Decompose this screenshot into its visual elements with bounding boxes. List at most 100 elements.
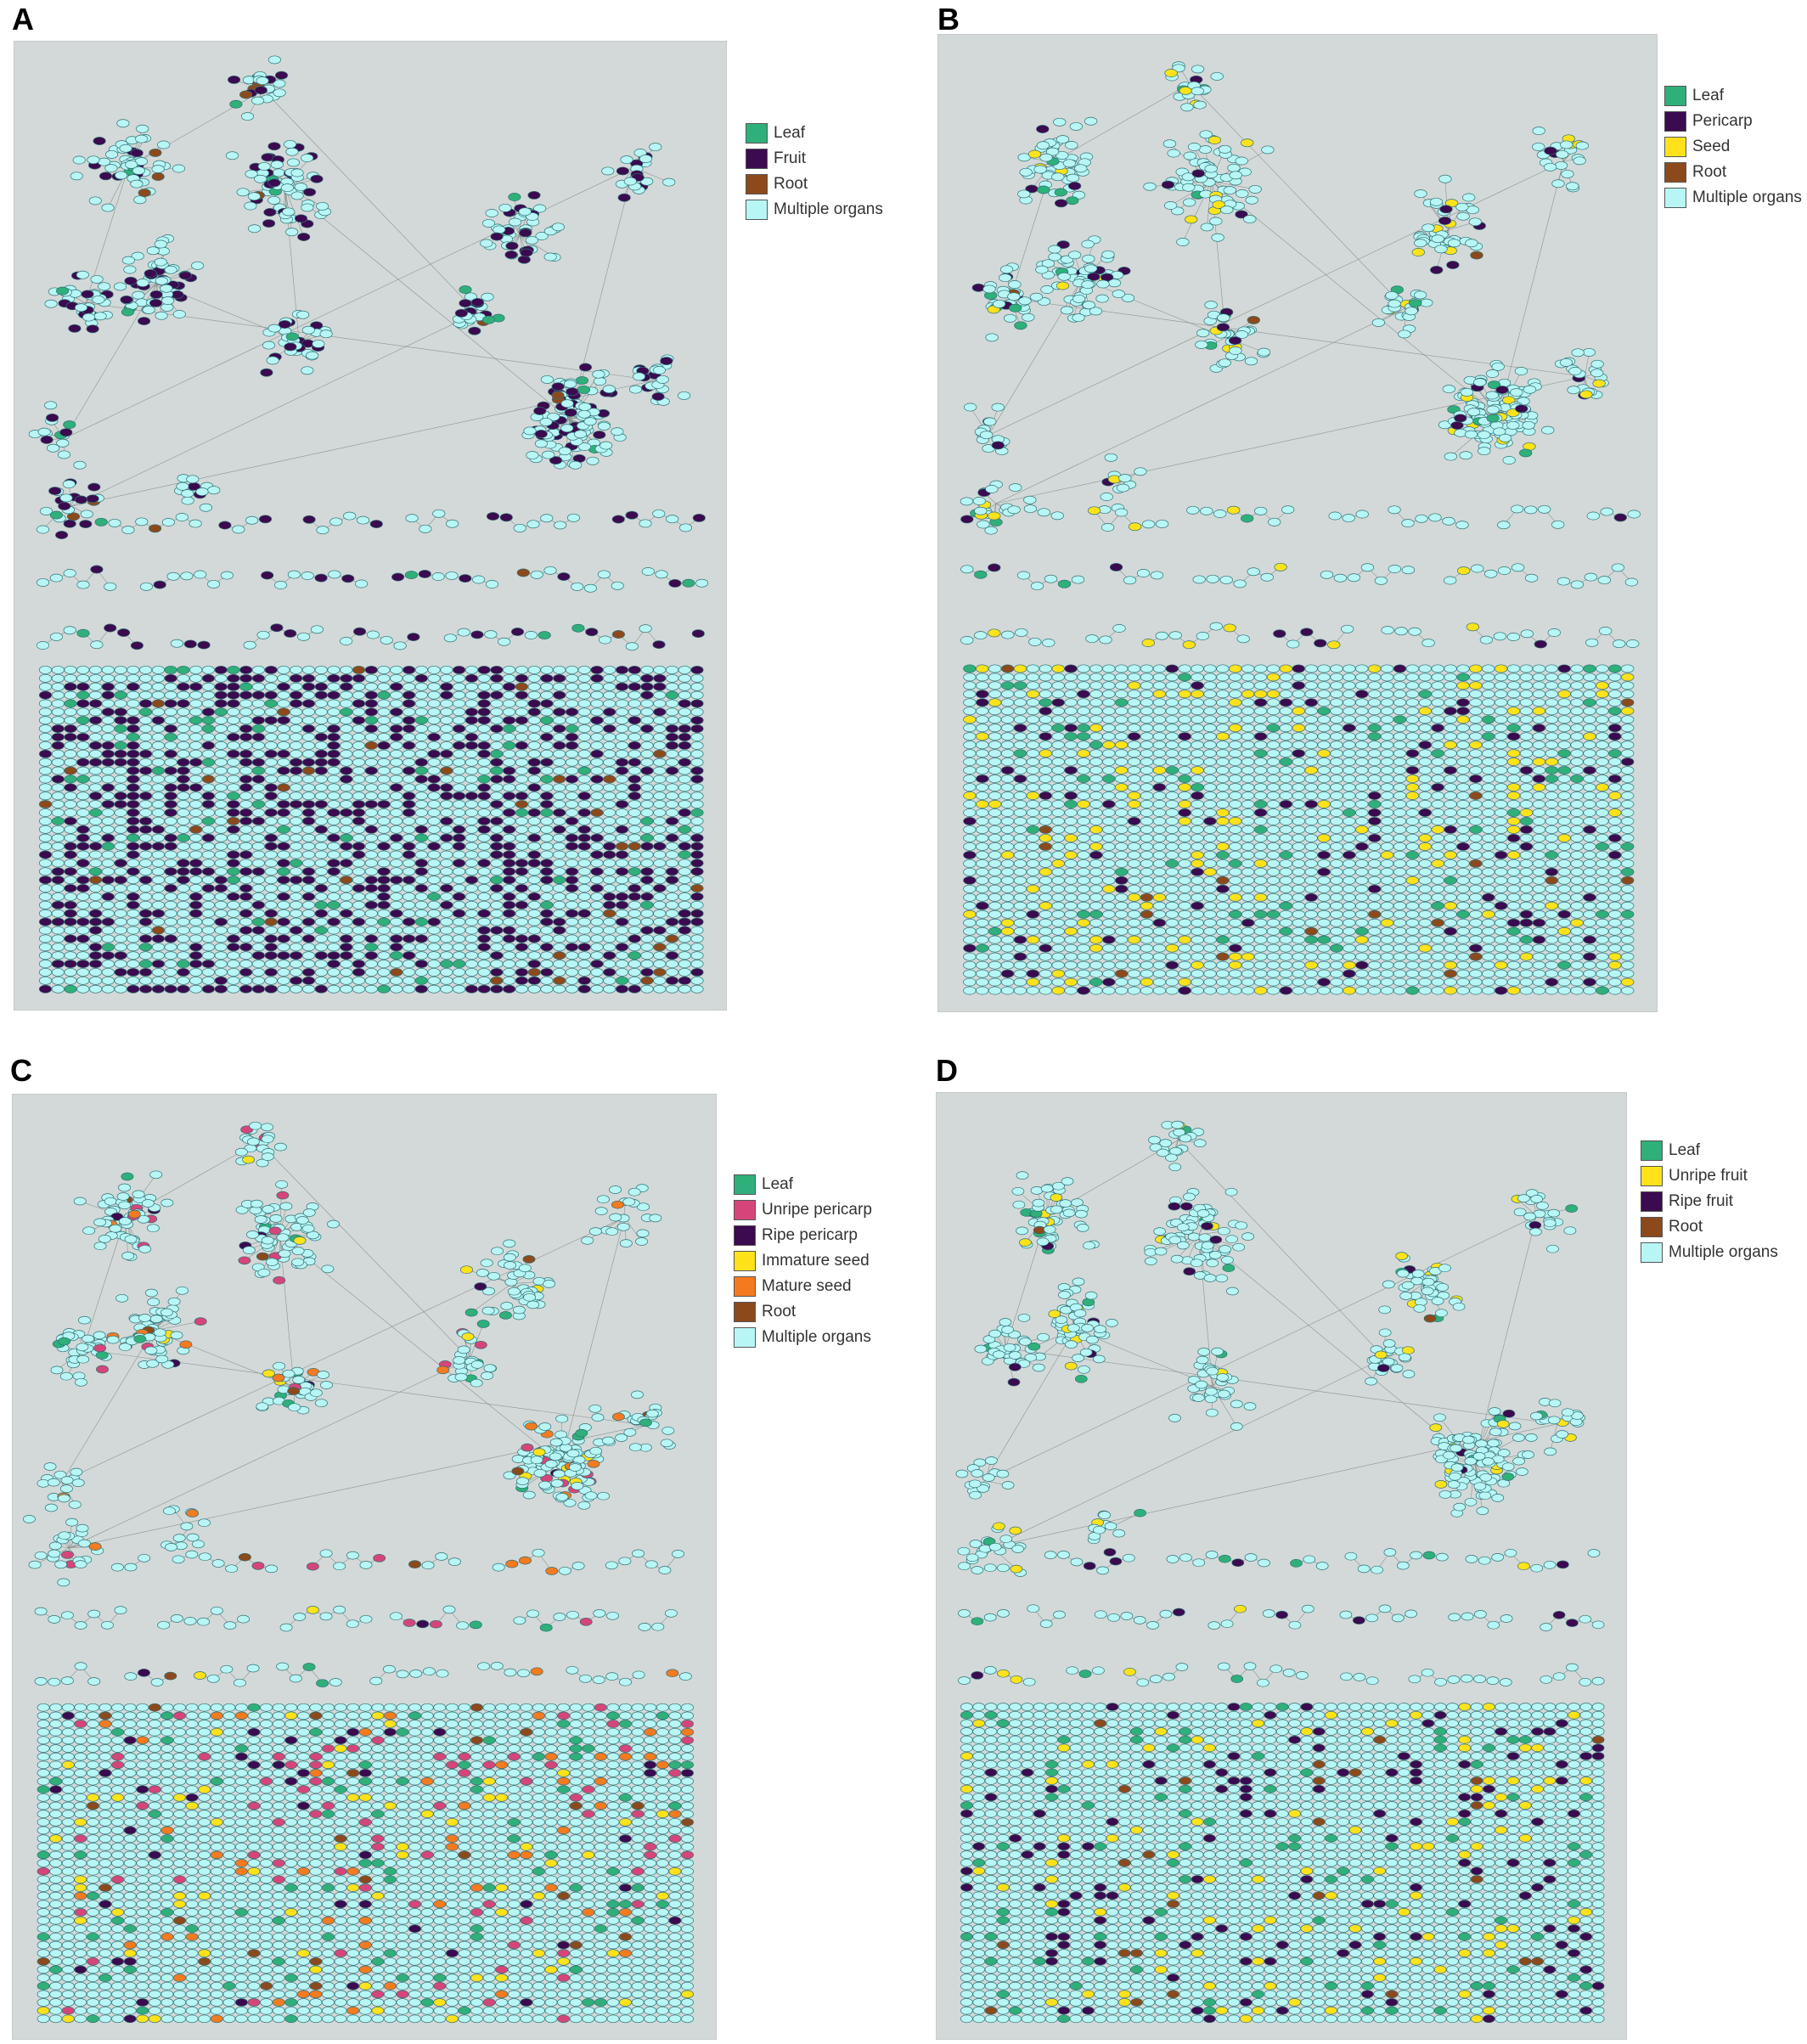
network-node bbox=[1368, 732, 1382, 741]
network-node bbox=[264, 665, 278, 674]
network-node bbox=[1102, 707, 1116, 716]
network-node bbox=[1418, 774, 1432, 784]
network-node bbox=[603, 876, 616, 885]
network-node bbox=[566, 387, 579, 397]
network-node bbox=[51, 934, 65, 943]
network-node bbox=[1579, 390, 1593, 399]
network-node bbox=[1355, 740, 1369, 750]
network-node bbox=[1317, 673, 1331, 682]
network-node bbox=[89, 960, 103, 969]
network-node bbox=[1064, 817, 1078, 825]
network-node bbox=[352, 673, 366, 683]
network-node bbox=[402, 884, 416, 892]
network-node bbox=[1140, 791, 1154, 800]
network-node bbox=[227, 791, 240, 801]
network-node bbox=[1013, 664, 1027, 673]
network-node bbox=[470, 630, 484, 639]
network-node bbox=[201, 716, 215, 725]
network-node bbox=[1140, 774, 1154, 784]
network-node bbox=[653, 816, 667, 825]
network-node bbox=[38, 673, 53, 683]
network-node bbox=[1570, 757, 1584, 767]
network-node bbox=[1469, 707, 1483, 716]
network-node bbox=[377, 917, 391, 926]
network-node bbox=[527, 699, 541, 708]
network-node bbox=[76, 682, 90, 691]
network-node bbox=[301, 154, 314, 162]
network-node bbox=[553, 783, 566, 792]
network-node bbox=[139, 774, 153, 784]
network-node bbox=[1127, 698, 1141, 707]
network-node bbox=[1304, 715, 1318, 724]
network-node bbox=[540, 374, 554, 384]
network-node bbox=[1035, 265, 1049, 274]
network-node bbox=[277, 867, 290, 876]
network-node bbox=[391, 572, 405, 582]
network-node bbox=[290, 842, 303, 851]
network-node bbox=[327, 774, 341, 784]
network-node bbox=[1216, 698, 1230, 707]
network-node bbox=[227, 900, 240, 909]
network-node bbox=[615, 808, 629, 817]
network-node bbox=[692, 513, 706, 522]
network-node bbox=[577, 825, 591, 834]
network-node bbox=[201, 909, 215, 918]
network-node bbox=[464, 724, 478, 734]
network-node bbox=[327, 825, 341, 834]
network-node bbox=[64, 884, 77, 892]
network-node bbox=[314, 934, 328, 943]
network-node bbox=[690, 699, 704, 708]
network-node bbox=[101, 917, 115, 926]
network-node bbox=[477, 665, 491, 674]
network-node bbox=[1203, 664, 1217, 673]
network-node bbox=[628, 682, 641, 691]
network-node bbox=[364, 766, 378, 775]
network-node bbox=[527, 707, 541, 717]
network-node bbox=[402, 665, 416, 674]
network-node bbox=[1541, 425, 1555, 435]
network-node bbox=[988, 791, 1002, 800]
network-node bbox=[628, 673, 641, 683]
network-node bbox=[189, 791, 203, 801]
network-node bbox=[534, 439, 548, 448]
network-node bbox=[690, 909, 704, 918]
network-node bbox=[377, 867, 391, 876]
network-node bbox=[314, 690, 328, 700]
network-edge bbox=[284, 186, 570, 419]
network-node bbox=[101, 867, 115, 876]
network-node bbox=[615, 816, 629, 825]
network-node bbox=[164, 884, 177, 892]
network-node bbox=[565, 892, 579, 901]
network-node bbox=[151, 733, 165, 741]
network-node bbox=[164, 951, 177, 960]
network-node bbox=[377, 825, 391, 834]
network-node bbox=[155, 311, 168, 320]
network-node bbox=[125, 160, 138, 169]
network-node bbox=[1013, 732, 1027, 741]
network-node bbox=[1495, 386, 1509, 395]
network-node bbox=[314, 884, 328, 892]
network-node bbox=[1532, 774, 1546, 784]
network-node bbox=[414, 665, 428, 674]
network-node bbox=[527, 900, 541, 909]
network-node bbox=[1191, 724, 1204, 733]
network-node bbox=[640, 960, 654, 969]
network-node bbox=[155, 276, 168, 285]
network-node bbox=[239, 673, 253, 683]
network-node bbox=[553, 707, 566, 717]
network-node bbox=[1292, 681, 1305, 690]
network-node bbox=[201, 783, 215, 792]
network-node bbox=[76, 808, 90, 817]
network-node bbox=[1140, 664, 1154, 673]
network-node bbox=[464, 816, 478, 825]
network-node bbox=[1532, 681, 1546, 690]
network-node bbox=[352, 984, 366, 994]
network-node bbox=[577, 774, 591, 784]
network-node bbox=[414, 859, 428, 868]
network-node bbox=[64, 842, 77, 851]
network-node bbox=[251, 967, 265, 977]
network-node bbox=[1039, 724, 1052, 733]
network-node bbox=[314, 960, 328, 969]
network-node bbox=[390, 733, 403, 741]
network-node bbox=[1039, 808, 1052, 817]
